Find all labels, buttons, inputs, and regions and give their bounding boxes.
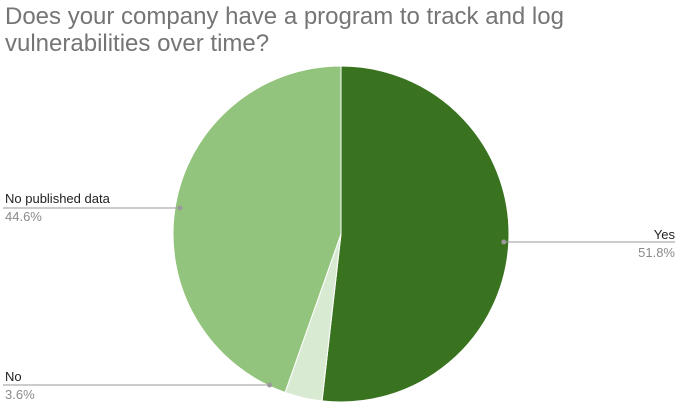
pie-slice-yes (321, 65, 510, 403)
slice-percent-no: 3.6% (5, 387, 35, 402)
callout-dot-no (267, 382, 273, 388)
slice-label-yes: Yes (654, 227, 676, 242)
pie-labels: Yes 51.8% No 3.6% No published data 44.6% (3, 191, 675, 402)
slice-percent-no-published-data: 44.6% (5, 209, 42, 224)
slice-label-no-published-data: No published data (5, 191, 111, 206)
pie-slice-no-published-data (172, 65, 342, 394)
callout-dot-no-published-data (177, 205, 183, 211)
slice-percent-yes: 51.8% (638, 245, 675, 260)
callout-dot-yes (501, 239, 507, 245)
chart-title: Does your company have a program to trac… (5, 3, 564, 57)
slice-label-no: No (5, 369, 22, 384)
pie-slices (172, 65, 510, 403)
